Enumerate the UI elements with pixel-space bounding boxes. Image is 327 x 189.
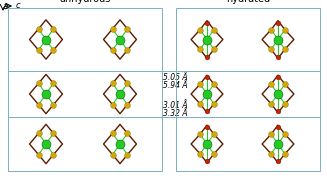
Bar xyxy=(8,8,162,171)
Bar xyxy=(176,8,320,171)
Text: anhydrous: anhydrous xyxy=(59,0,111,4)
Text: 3.32 Å: 3.32 Å xyxy=(163,108,188,118)
Text: 5.94 Å: 5.94 Å xyxy=(163,81,188,90)
Text: 3.01 Å: 3.01 Å xyxy=(163,101,188,109)
Text: hydrated: hydrated xyxy=(226,0,270,4)
Text: c: c xyxy=(16,2,21,11)
Text: 5.05 Å: 5.05 Å xyxy=(163,73,188,81)
Text: a: a xyxy=(3,2,9,11)
